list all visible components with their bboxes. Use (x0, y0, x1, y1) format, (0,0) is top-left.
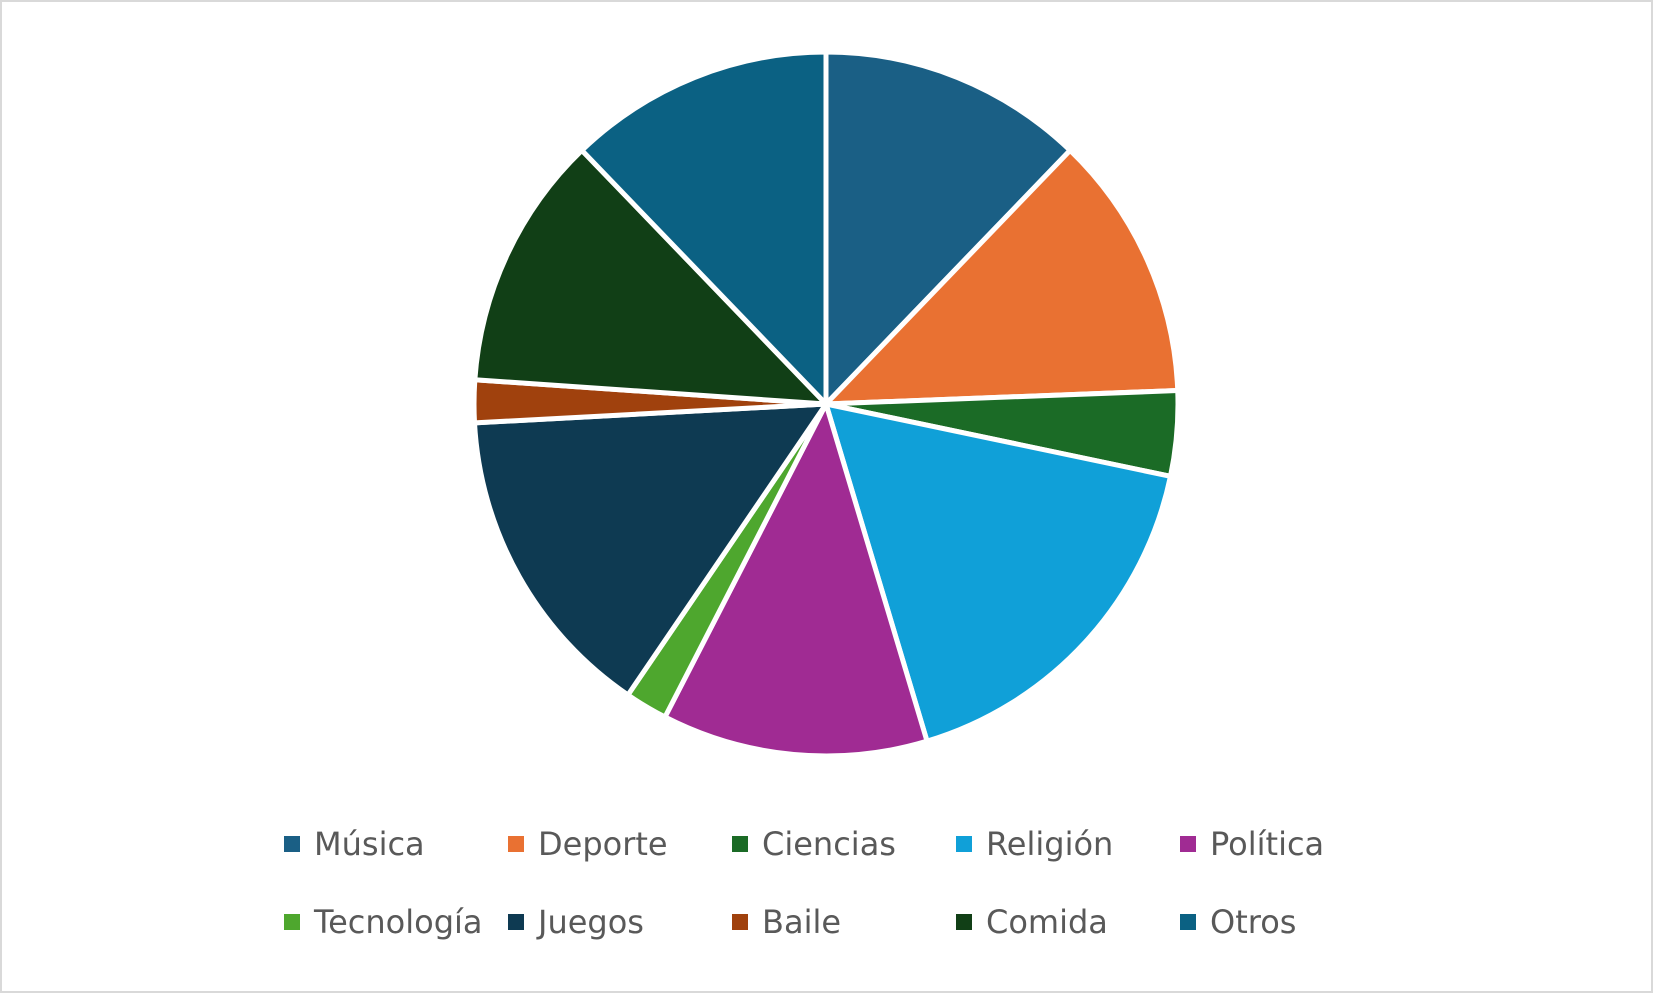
legend: Música Deporte Ciencias Religión Política Tec… (284, 825, 1404, 941)
legend-label: Comida (986, 903, 1108, 941)
legend-item-politica: Política (1180, 825, 1404, 863)
legend-item-comida: Comida (956, 903, 1180, 941)
pie-slice-musica (823, 49, 1073, 407)
legend-label: Juegos (538, 903, 644, 941)
legend-label: Política (1210, 825, 1325, 863)
legend-item-otros: Otros (1180, 903, 1404, 941)
legend-swatch (1180, 914, 1196, 930)
pie-slice-otros (579, 49, 829, 407)
legend-swatch (732, 836, 748, 852)
legend-item-religion: Religión (956, 825, 1180, 863)
legend-swatch (284, 836, 300, 852)
pie-slice-religion (823, 401, 1173, 744)
legend-swatch (508, 914, 524, 930)
legend-label: Religión (986, 825, 1114, 863)
legend-swatch (956, 836, 972, 852)
legend-item-musica: Música (284, 825, 508, 863)
legend-label: Tecnología (314, 903, 483, 941)
pie-slice-juegos (472, 401, 829, 698)
pie-slice-deporte (823, 147, 1181, 407)
legend-swatch (1180, 836, 1196, 852)
legend-swatch (284, 914, 300, 930)
legend-swatch (732, 914, 748, 930)
legend-item-tecnologia: Tecnología (284, 903, 508, 941)
legend-label: Deporte (538, 825, 668, 863)
legend-swatch (956, 914, 972, 930)
legend-label: Música (314, 825, 425, 863)
legend-label: Baile (762, 903, 842, 941)
legend-item-deporte: Deporte (508, 825, 732, 863)
legend-label: Ciencias (762, 825, 896, 863)
legend-item-baile: Baile (732, 903, 956, 941)
legend-item-juegos: Juegos (508, 903, 732, 941)
pie-slice-comida (472, 147, 829, 407)
legend-label: Otros (1210, 903, 1297, 941)
pie-slice-politica (662, 401, 930, 759)
legend-swatch (508, 836, 524, 852)
legend-item-ciencias: Ciencias (732, 825, 956, 863)
